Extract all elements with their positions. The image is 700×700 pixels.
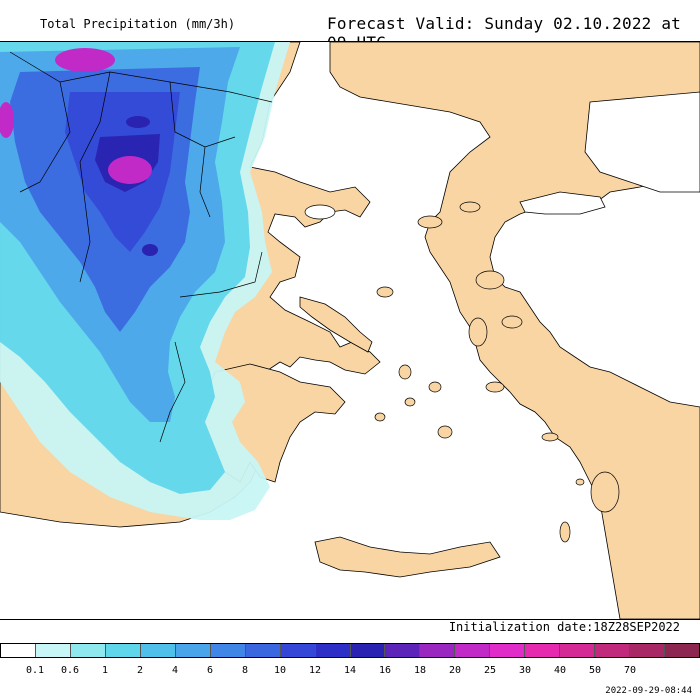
legend-label: 8 (241, 665, 249, 676)
legend-label: 0.1 (25, 665, 45, 676)
precipitation-map (0, 41, 700, 620)
euboea (299, 296, 373, 353)
legend-label: 12 (308, 665, 322, 676)
legend-swatch (490, 644, 526, 657)
legend-swatch (630, 644, 666, 657)
legend-label: 70 (623, 665, 637, 676)
legend-label: 1 (101, 665, 109, 676)
legend-label: 2 (136, 665, 144, 676)
legend-label: 50 (588, 665, 602, 676)
legend-swatch (315, 644, 351, 657)
legend-label: 30 (518, 665, 532, 676)
legend-label: 6 (206, 665, 214, 676)
legend-labels: 0.1 0.6 1 2 4 6 8 10 12 14 16 18 20 25 30 40 50 70 (0, 665, 700, 679)
legend-swatch (175, 644, 211, 657)
legend-swatch (350, 644, 386, 657)
legend-label: 18 (413, 665, 427, 676)
legend-swatch (420, 644, 456, 657)
legend-label: 40 (553, 665, 567, 676)
initialization-date: Initialization date:18Z28SEP2022 (448, 620, 680, 634)
border-lines (9, 51, 273, 443)
legend-swatch (385, 644, 421, 657)
legend-color-bar (0, 643, 700, 658)
legend-swatch (455, 644, 491, 657)
legend-swatch (70, 644, 106, 657)
legend-swatch (35, 644, 71, 657)
crete (314, 536, 501, 578)
legend-swatch (210, 644, 246, 657)
legend-label: 14 (343, 665, 357, 676)
legend-swatch (280, 644, 316, 657)
legend-swatch (140, 644, 176, 657)
legend-swatch (1, 644, 36, 657)
legend-swatch (665, 644, 700, 657)
legend-swatch (105, 644, 141, 657)
marmara-sea (519, 191, 606, 215)
legend-swatch (560, 644, 596, 657)
black-sea (584, 91, 700, 193)
generated-timestamp: 2022-09-29-08:44 (605, 686, 692, 696)
legend-swatch (245, 644, 281, 657)
legend-label: 10 (273, 665, 287, 676)
legend-label: 20 (448, 665, 462, 676)
legend-label: 4 (171, 665, 179, 676)
map-title: Total Precipitation (mm/3h) (40, 17, 236, 31)
legend-label: 0.6 (60, 665, 80, 676)
precip-core-northeast (55, 48, 115, 72)
legend-swatch (595, 644, 631, 657)
legend-label: 25 (483, 665, 497, 676)
legend-swatch (525, 644, 561, 657)
precip-core-north (108, 156, 152, 184)
legend-label: 16 (378, 665, 392, 676)
precip-core-west (0, 102, 14, 138)
